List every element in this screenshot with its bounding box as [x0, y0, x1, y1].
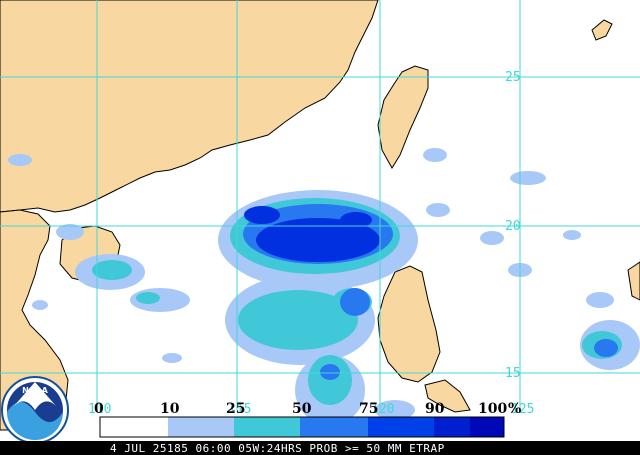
- lat-label-15: 15: [505, 366, 521, 381]
- land-layer: [0, 0, 640, 431]
- probability-contours: [8, 148, 640, 425]
- band-75-90: [244, 206, 380, 262]
- taiwan-island: [377, 65, 429, 169]
- scale-label-75: 75: [359, 401, 378, 417]
- luzon-island: [377, 265, 441, 383]
- scale-label-50: 50: [292, 401, 312, 417]
- scale-swatch-10-25: [168, 417, 234, 437]
- scale-label-100: 100: [478, 401, 507, 417]
- scale-swatch-25-50: [234, 417, 300, 437]
- scale-label-10: 10: [160, 401, 180, 417]
- scale-swatch-100: [470, 417, 504, 437]
- color-scale: [99, 416, 505, 438]
- lat-label-20: 20: [505, 219, 521, 234]
- lat-lon-grid: [0, 0, 640, 410]
- luzon-south-islands: [424, 379, 471, 413]
- scale-label-25: 25: [226, 401, 245, 417]
- noaa-logo-text: NOAA: [22, 386, 48, 395]
- scale-label-percent: %: [508, 401, 521, 417]
- lon-label-110: 110: [88, 402, 111, 417]
- scale-swatch-75-90: [368, 417, 434, 437]
- lon-label-120: 120: [371, 402, 394, 417]
- china-landmass: [0, 0, 379, 213]
- scale-swatch-50-75: [300, 417, 368, 437]
- noaa-logo: NOAA: [1, 376, 69, 444]
- lon-label-125: 125: [511, 402, 534, 417]
- lon-label-115: 115: [228, 402, 251, 417]
- northeast-islet: [591, 19, 613, 41]
- scale-border: [99, 416, 505, 438]
- scale-label-90: 90: [425, 401, 445, 417]
- caption-text: 4 JUL 25185 06:00 05W:24HRS PROB >= 50 M…: [110, 442, 445, 455]
- scale-label-0: 0: [94, 401, 104, 417]
- caption-bar: [0, 441, 640, 455]
- scale-swatch-0-10: [100, 417, 168, 437]
- scale-swatch-90-100: [434, 417, 470, 437]
- east-island: [627, 261, 640, 301]
- lat-label-25: 25: [505, 70, 521, 85]
